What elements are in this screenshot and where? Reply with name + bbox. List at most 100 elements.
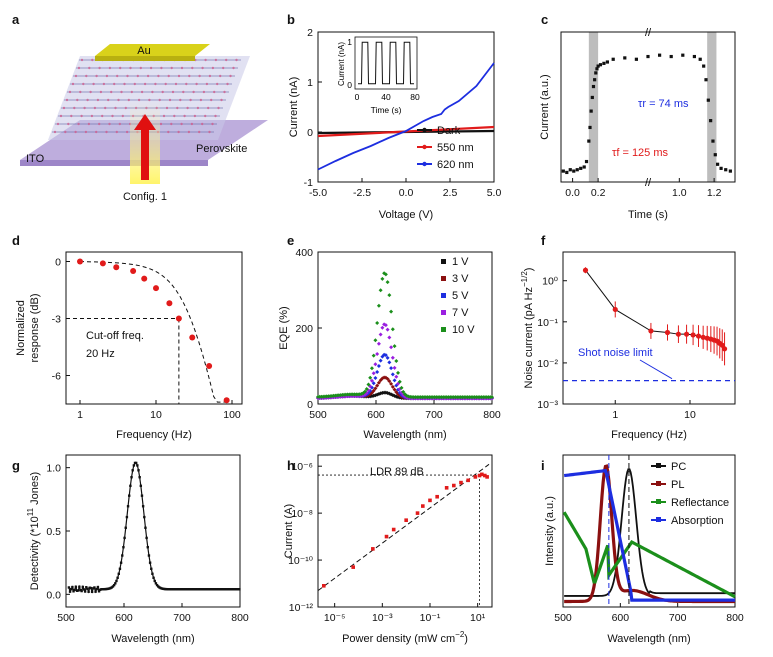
legend-marker-e bbox=[441, 259, 446, 264]
data-point-c bbox=[582, 165, 586, 169]
data-point-c bbox=[634, 57, 638, 61]
data-point-c bbox=[595, 67, 599, 71]
axis-ticks-e: 500 600 700 800 0 200 400 bbox=[295, 247, 500, 421]
lattice-dot bbox=[77, 122, 80, 126]
ylabel-h: Current (A) bbox=[283, 504, 295, 558]
plot-frame-h bbox=[317, 454, 493, 608]
lattice-dot bbox=[204, 58, 207, 62]
data-point-h bbox=[477, 473, 482, 478]
inset-frame bbox=[354, 36, 418, 90]
legend-e: 1 V 3 V 5 V 7 V 10 V bbox=[441, 256, 475, 336]
data-point-c bbox=[711, 139, 715, 143]
data-point-d bbox=[166, 300, 173, 307]
y-tick-label-h: 10⁻⁶ bbox=[291, 461, 313, 473]
data-point-5V bbox=[392, 378, 397, 383]
data-point-10V bbox=[371, 353, 376, 358]
data-point-g bbox=[71, 585, 74, 589]
panel-b: b -5.0 -2.5 0.0 2.5 5.0 -1 0 1 2 Voltage (V) Cur… bbox=[287, 12, 501, 221]
plot-frame-c bbox=[560, 31, 736, 183]
legend-marker-b bbox=[422, 144, 427, 150]
data-point-7V bbox=[380, 325, 385, 330]
lattice-dot bbox=[182, 90, 185, 94]
x-tick-label-g: 500 bbox=[57, 612, 75, 624]
data-point-c bbox=[591, 84, 596, 89]
x-tick-label-b: 2.5 bbox=[443, 187, 458, 199]
data-point-c bbox=[623, 56, 627, 60]
lattice-dot bbox=[198, 74, 201, 78]
lattice-dot bbox=[149, 66, 153, 70]
data-point-c bbox=[704, 78, 708, 82]
lattice-dot bbox=[177, 130, 180, 134]
xlabel-b: Voltage (V) bbox=[379, 209, 433, 221]
data-point-g bbox=[125, 515, 129, 519]
data-point-c bbox=[602, 61, 606, 65]
axis-break-bottom: // bbox=[645, 177, 652, 189]
y-tick-label-h: 10⁻⁸ bbox=[291, 508, 313, 520]
data-point-g bbox=[145, 536, 148, 540]
ylabel-g-sup: 11 bbox=[26, 507, 35, 516]
panel-label-h: h bbox=[287, 458, 295, 473]
lattice-dot bbox=[90, 114, 94, 118]
y-tick-label-b: 2 bbox=[307, 27, 313, 39]
data-point-7V bbox=[383, 323, 388, 328]
lattice-dot bbox=[187, 130, 191, 134]
lattice-dot bbox=[111, 114, 114, 118]
inset-ytick-1: 1 bbox=[347, 37, 352, 47]
data-point-g bbox=[121, 554, 124, 557]
lattice-dot bbox=[193, 114, 197, 118]
data-point-h bbox=[473, 475, 478, 479]
data-point-c bbox=[646, 54, 650, 59]
legend-marker-e bbox=[441, 293, 446, 298]
lattice-dot bbox=[186, 106, 189, 110]
lattice-dot bbox=[64, 130, 67, 134]
data-point-5V bbox=[383, 353, 388, 358]
lattice-dot bbox=[159, 122, 163, 126]
lattice-dot bbox=[125, 130, 129, 134]
legend-label-b: Dark bbox=[437, 125, 461, 137]
data-point-c bbox=[593, 78, 597, 82]
lattice-dot bbox=[165, 106, 169, 110]
data-point-h bbox=[485, 475, 489, 479]
lattice-dot bbox=[99, 90, 103, 94]
lattice-dot bbox=[214, 114, 217, 118]
axis-ticks-b: -5.0 -2.5 0.0 2.5 5.0 -1 0 1 2 bbox=[304, 27, 502, 199]
legend-label-e: 5 V bbox=[452, 290, 469, 302]
light-arrow-head bbox=[134, 114, 156, 130]
ylabel-c: Current (a.u.) bbox=[539, 74, 551, 139]
data-point-7V bbox=[385, 327, 390, 332]
lattice-dot bbox=[174, 82, 178, 86]
data-point-h bbox=[351, 565, 356, 569]
lattice-dot bbox=[211, 66, 215, 70]
lattice-dot bbox=[130, 90, 133, 94]
y-tick-label-d: -3 bbox=[52, 314, 61, 326]
panel-h: h 10⁻⁵ 10⁻³ 10⁻¹ 10¹ 10⁻⁶ 10⁻⁸ 10⁻¹⁰ 10⁻¹² LDR … bbox=[283, 454, 493, 645]
lattice-dot bbox=[70, 114, 73, 118]
lattice-dot bbox=[180, 122, 183, 126]
lattice-dot bbox=[173, 114, 176, 118]
y-tick-label-e: 400 bbox=[295, 247, 313, 259]
data-point-g bbox=[119, 561, 123, 564]
data-point-c bbox=[702, 64, 706, 68]
lattice-dot bbox=[102, 82, 106, 86]
x-tick-label-h: 10⁻³ bbox=[372, 612, 393, 624]
ito-substrate-side bbox=[20, 160, 208, 166]
panel-f: f 1 10 10⁰ 10⁻¹ 10⁻² 10⁻³ Shot noise limit Fr… bbox=[520, 233, 736, 441]
x-tick-label-c: 1.0 bbox=[672, 187, 687, 199]
lattice-dot bbox=[59, 114, 63, 118]
panel-a: a Au Perovskite ITO Config. 1 bbox=[12, 12, 268, 203]
data-point-3V bbox=[373, 386, 378, 391]
series-g bbox=[67, 461, 241, 594]
lattice-dot bbox=[74, 130, 77, 134]
data-point-5V bbox=[385, 355, 390, 360]
x-tick-label-e: 500 bbox=[309, 409, 327, 421]
inset-square-wave bbox=[358, 41, 414, 85]
data-point-c bbox=[590, 95, 594, 100]
lattice-dot bbox=[180, 66, 184, 70]
lattice-dot bbox=[201, 122, 204, 126]
lattice-dot bbox=[235, 58, 238, 62]
lattice-dot bbox=[93, 106, 97, 110]
y-tick-label-b: -1 bbox=[304, 177, 313, 189]
lattice-dot bbox=[222, 66, 225, 70]
series-line-pc bbox=[564, 468, 735, 597]
